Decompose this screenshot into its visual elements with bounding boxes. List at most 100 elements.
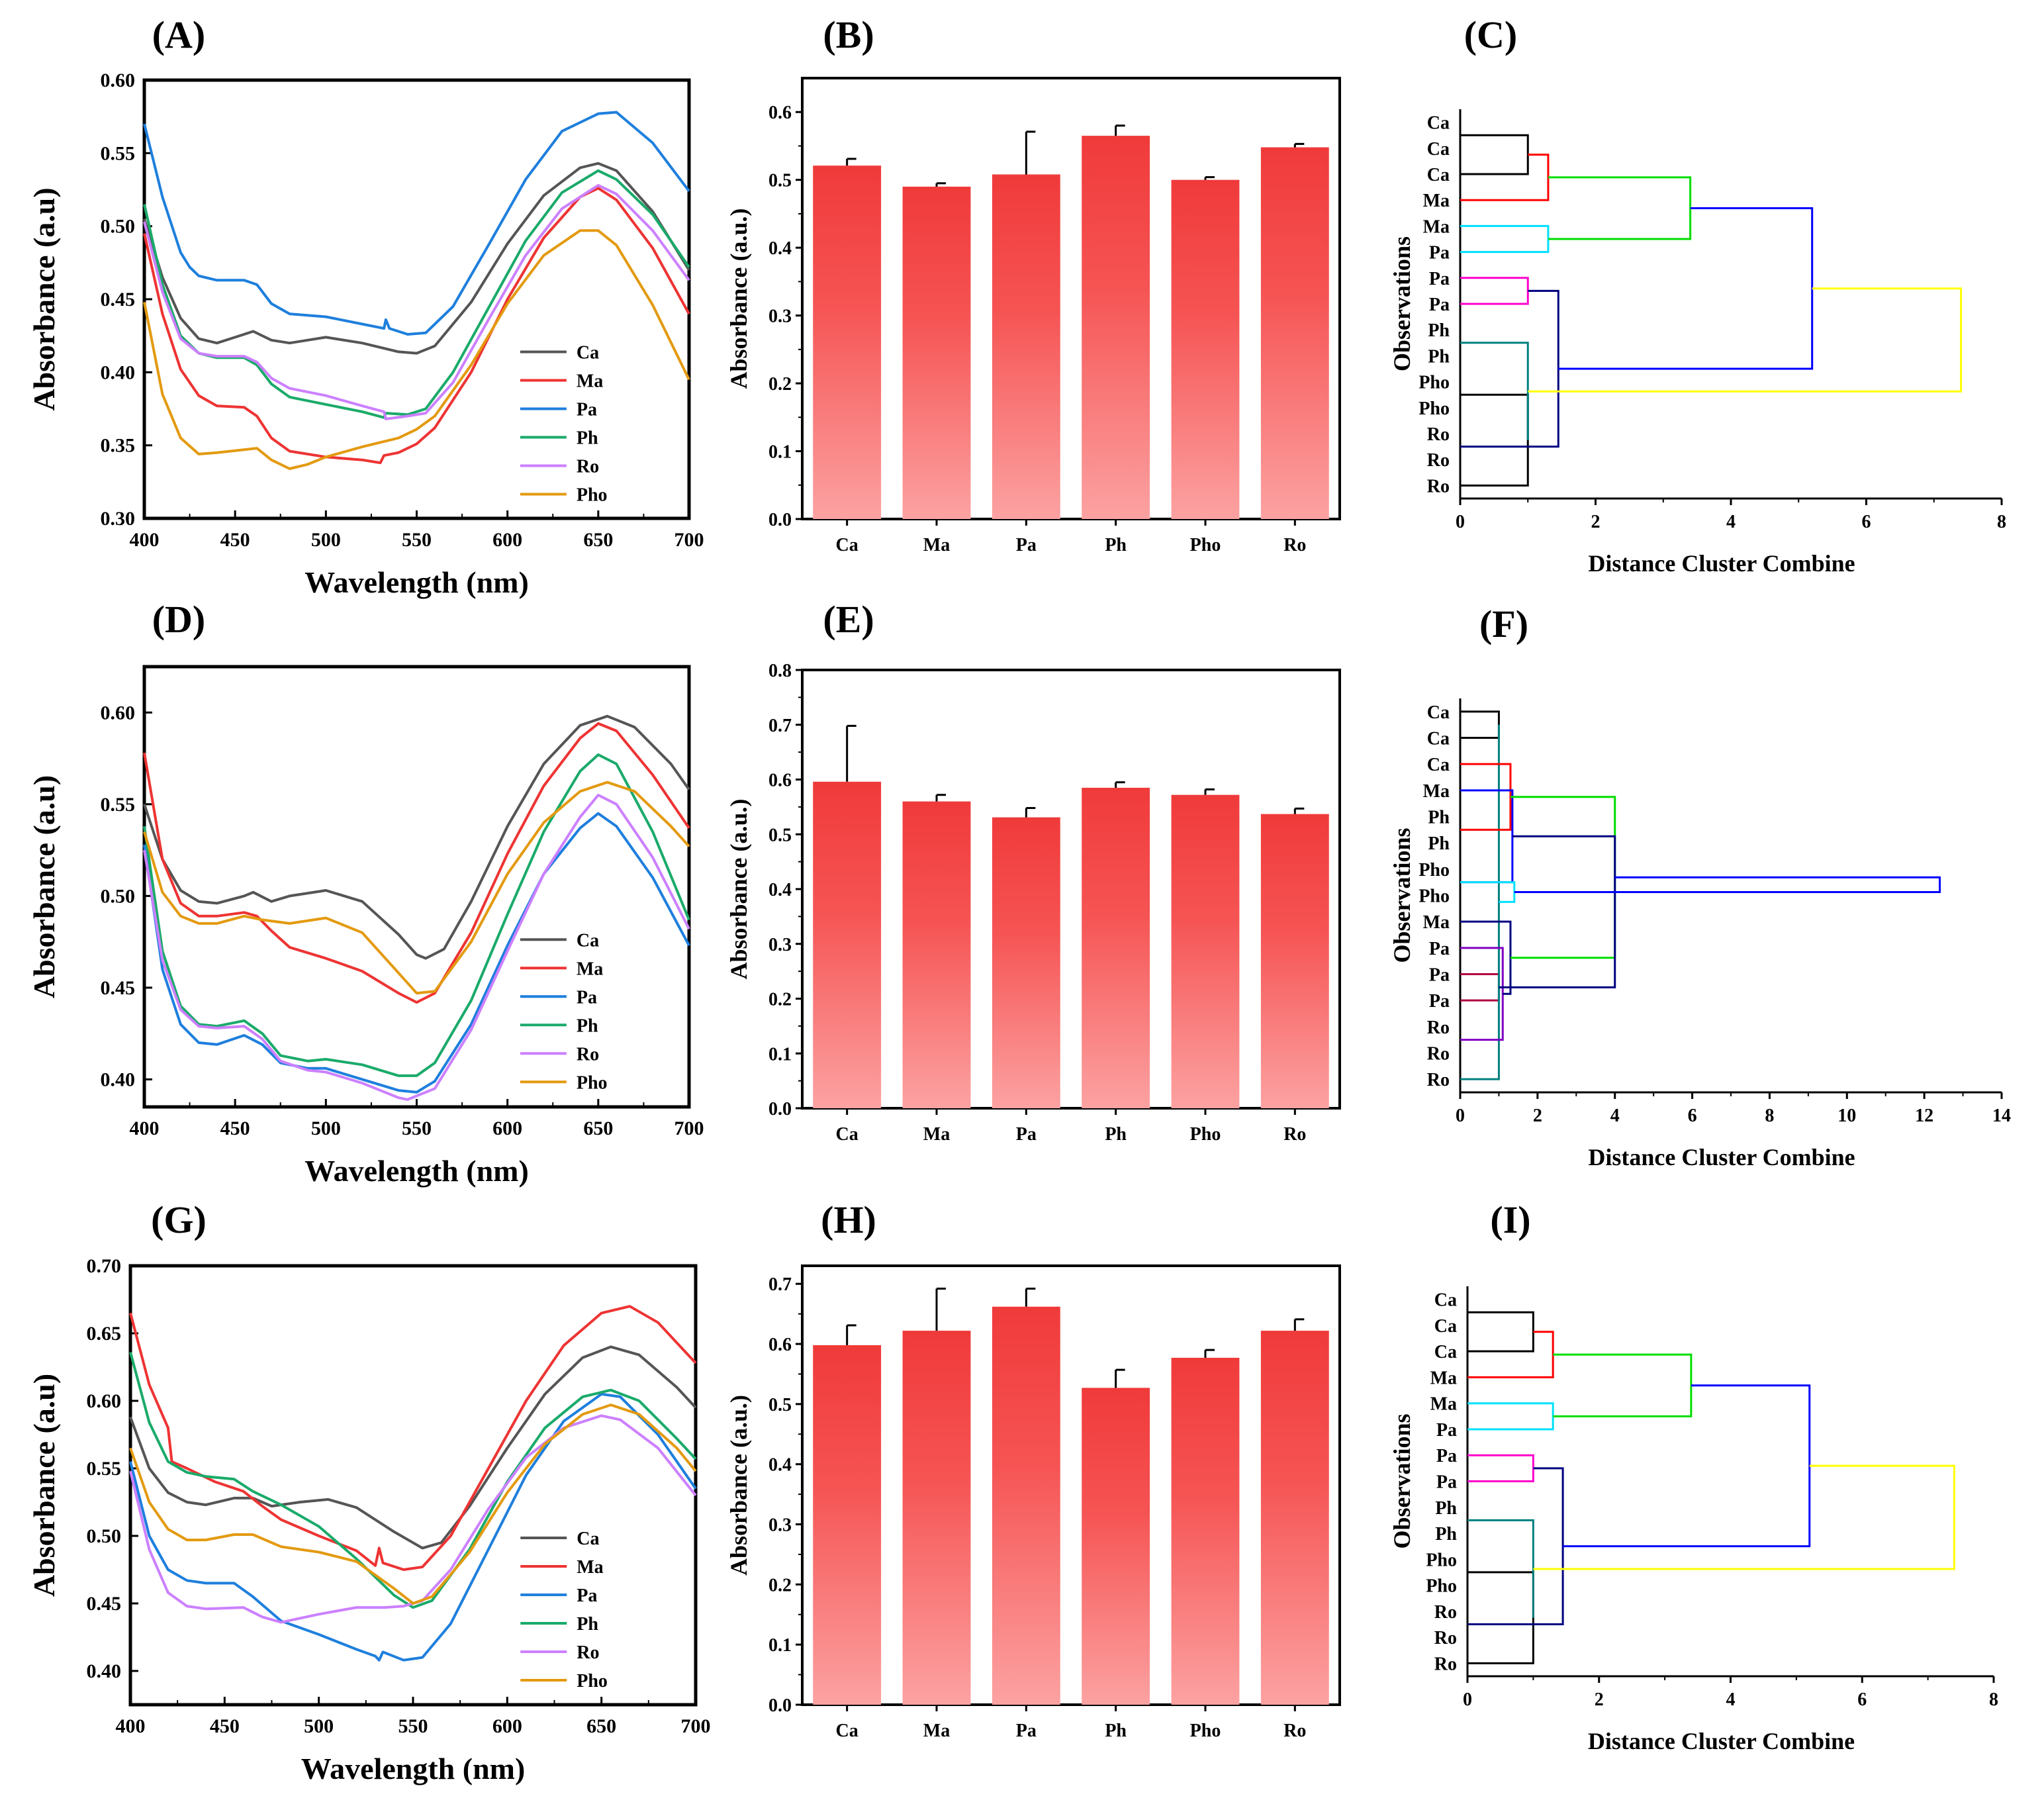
y-tick-label: 0.8	[768, 661, 792, 681]
y-tick-label: 0.5	[768, 171, 792, 191]
spectrum-chart: 400 450 500 550 600 650 700 0.30 0.35 0.40 0.45 0.5…	[27, 70, 704, 599]
y-axis-label: Absorbance (a.u.)	[725, 798, 752, 979]
observation-label: Pa	[1436, 1472, 1457, 1493]
dendrogram-link	[1499, 835, 1616, 988]
observation-label: Ca	[1434, 1290, 1457, 1311]
legend-label: Ma	[577, 959, 603, 979]
observation-label: Ma	[1423, 216, 1450, 237]
panel-label: (C)	[1464, 13, 1518, 56]
dendrogram-link	[1460, 881, 1516, 903]
bar-ma	[902, 801, 971, 1108]
y-tick-label: 0.40	[87, 1660, 122, 1682]
y-tick-label: 0.7	[768, 716, 792, 736]
observation-label: Ro	[1434, 1602, 1457, 1623]
dendrogram-link	[1460, 763, 1512, 831]
y-axis-label: Absorbance (a.u.)	[725, 208, 752, 389]
x-tick-label: 8	[1765, 1106, 1774, 1126]
dendrogram-link	[1467, 1467, 1564, 1625]
panel-label: (F)	[1479, 602, 1528, 645]
y-tick-label: 0.65	[87, 1323, 122, 1345]
x-axis-label: Distance Cluster Combine	[1588, 1728, 1855, 1754]
x-axis-label: Wavelength (nm)	[304, 565, 529, 599]
series-line-ma	[143, 722, 690, 1004]
bar-ma	[902, 186, 971, 519]
y-tick-label: 0.2	[768, 990, 792, 1010]
y-tick-label: 0.6	[768, 771, 792, 791]
y-axis-label: Absorbance (a.u)	[27, 1374, 61, 1597]
legend-label: Pho	[577, 1671, 608, 1691]
y-tick-label: 0.6	[768, 103, 792, 123]
y-tick-label: 0.55	[101, 794, 136, 816]
category-label: Ma	[923, 1124, 950, 1145]
category-label: Pa	[1016, 1124, 1037, 1145]
series-line-ro	[143, 794, 690, 1101]
x-tick-label: 8	[1997, 512, 2006, 532]
series-line-pho	[143, 781, 690, 995]
plot-frame	[801, 77, 1341, 520]
x-tick-label: 6	[1857, 1689, 1867, 1710]
x-tick-label: 450	[210, 1715, 240, 1737]
observation-label: Ph	[1428, 833, 1450, 854]
legend-label: Ca	[577, 930, 599, 951]
bar-ro	[1260, 814, 1329, 1108]
observation-label: Ma	[1423, 781, 1450, 802]
observation-label: Ro	[1427, 424, 1450, 445]
legend-label: Pa	[577, 1586, 597, 1606]
x-tick-label: 700	[674, 1117, 704, 1139]
plot-frame	[801, 1264, 1341, 1706]
x-tick-label: 14	[1992, 1106, 2011, 1126]
dendrogram-link	[1467, 1571, 1534, 1664]
y-tick-label: 0.5	[768, 1395, 792, 1415]
series-line-ca	[143, 714, 690, 960]
dendrogram-link	[1460, 224, 1550, 254]
legend-label: Pa	[577, 399, 597, 420]
bar-chart: Ca Ma Pa Ph Pho Ro 0.0 0.1 0.2 0.3 0.4 0.5 0.6 Absorb…	[725, 77, 1341, 555]
x-tick-label: 6	[1862, 512, 1871, 532]
bar-chart: Ca Ma Pa Ph Pho Ro 0.0 0.1 0.2 0.3 0.4 0.5 0.6 0.7 Abs…	[725, 1264, 1341, 1741]
dendrogram-link	[1460, 710, 1500, 739]
y-tick-label: 0.70	[87, 1255, 122, 1277]
bar-ca	[813, 781, 882, 1108]
spectrum-chart: 400 450 500 550 600 650 700 0.40 0.45 0.50 0.55 0.6…	[27, 1255, 711, 1785]
observation-label: Ro	[1434, 1628, 1457, 1648]
y-tick-label: 0.6	[768, 1335, 792, 1355]
category-label: Ca	[836, 535, 859, 555]
legend-label: Ro	[577, 456, 599, 477]
x-tick-label: 500	[311, 1117, 341, 1139]
observation-label: Pa	[1436, 1446, 1457, 1466]
dendrogram-link	[1467, 1331, 1554, 1378]
dendrogram-link	[1460, 342, 1529, 440]
x-axis-label: Distance Cluster Combine	[1588, 550, 1855, 577]
y-tick-label: 0.5	[768, 825, 792, 845]
series-line-ma	[129, 1305, 697, 1571]
y-tick-label: 0.50	[101, 885, 136, 907]
x-axis-label: Wavelength (nm)	[304, 1154, 529, 1188]
dendrogram-link	[1467, 1454, 1534, 1482]
observation-label: Ca	[1427, 702, 1450, 723]
x-tick-label: 0	[1456, 1106, 1465, 1126]
y-tick-label: 0.3	[768, 935, 792, 955]
x-tick-label: 600	[492, 1715, 522, 1737]
y-tick-label: 0.4	[768, 880, 792, 900]
dendrogram-link	[1528, 287, 1963, 393]
x-tick-label: 600	[492, 529, 522, 551]
observation-label: Ro	[1427, 1018, 1450, 1038]
legend-label: Pa	[577, 987, 597, 1008]
y-tick-label: 0.4	[768, 1455, 792, 1476]
dendrogram-link	[1460, 789, 1514, 884]
dendrogram-link	[1460, 947, 1504, 1041]
x-tick-label: 400	[116, 1715, 146, 1737]
bar-ph	[1082, 1388, 1150, 1705]
legend-label: Pho	[577, 485, 608, 505]
dendrogram-link	[1467, 1311, 1534, 1353]
series-line-pa	[129, 1392, 697, 1662]
dendrogram-link	[1553, 1353, 1693, 1417]
x-tick-label: 650	[586, 1715, 616, 1737]
observation-label: Ca	[1434, 1316, 1457, 1337]
observation-label: Pa	[1429, 939, 1450, 959]
observation-label: Ca	[1427, 755, 1450, 775]
dendrogram-link	[1460, 973, 1500, 1002]
category-label: Ca	[836, 1124, 859, 1145]
x-tick-label: 550	[398, 1715, 428, 1737]
observation-label: Ma	[1423, 912, 1450, 933]
